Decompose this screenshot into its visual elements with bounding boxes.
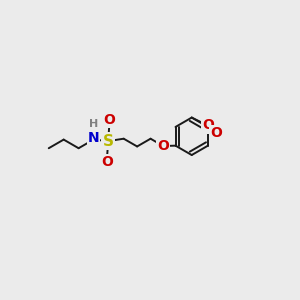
Text: N: N <box>88 131 99 145</box>
Text: O: O <box>157 139 169 153</box>
Text: H: H <box>89 119 98 129</box>
Text: O: O <box>210 126 222 140</box>
Text: O: O <box>202 118 214 132</box>
Text: O: O <box>104 113 116 127</box>
Text: S: S <box>103 134 114 148</box>
Text: O: O <box>101 155 112 170</box>
